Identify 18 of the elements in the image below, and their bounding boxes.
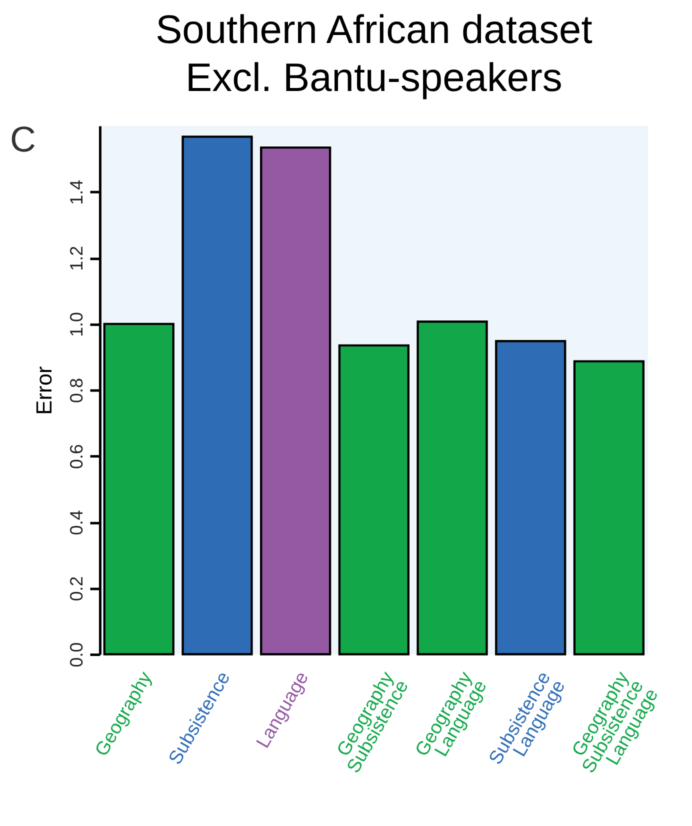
y-tick-label: 0.8 [66,378,86,403]
bar [495,340,566,656]
y-tick-label: 0.0 [66,642,86,668]
y-tick-label: 0.4 [66,510,86,536]
y-axis-title: Error [31,366,56,415]
bar [338,344,410,656]
y-tick-label: 1.4 [66,180,86,205]
y-tick-label: 0.6 [66,444,86,470]
bar [182,136,253,656]
bar [416,320,488,656]
bar [260,146,332,656]
chart-title: Southern African dataset Excl. Bantu-speakers [156,8,592,100]
bar [103,322,174,656]
y-tick-label: 1.2 [66,246,86,271]
bar [573,360,645,656]
y-tick-label: 1.0 [66,312,86,337]
y-tick-label: 0.2 [66,576,86,602]
text: C [10,120,36,160]
